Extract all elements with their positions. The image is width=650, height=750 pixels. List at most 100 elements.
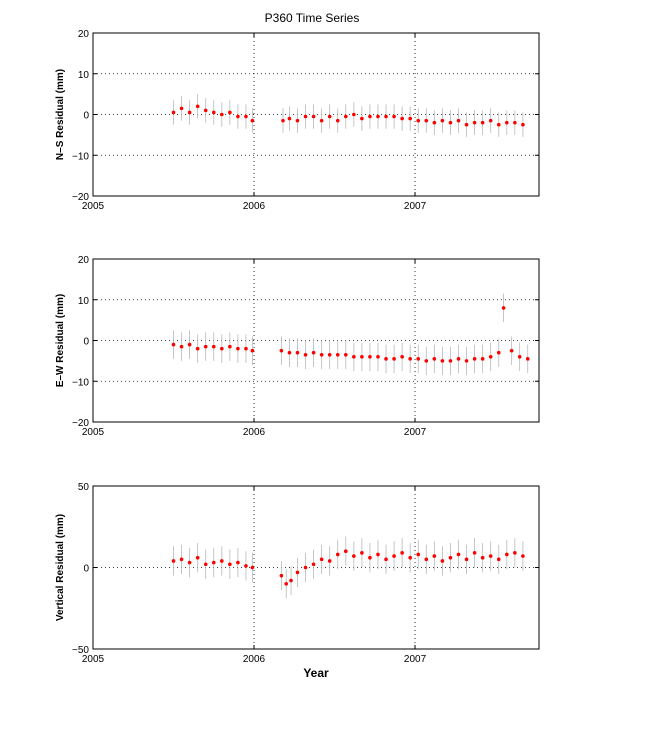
data-point — [343, 114, 348, 119]
data-point — [464, 122, 469, 127]
data-point — [432, 554, 437, 558]
y-tick-labels: −20 −10 0 10 20 — [72, 255, 89, 429]
grid-lines — [93, 259, 539, 422]
data-point — [424, 557, 429, 562]
tick-marks — [92, 32, 539, 197]
y-tick-label: 0 — [83, 337, 89, 348]
tick-marks — [92, 485, 539, 650]
data-point — [480, 120, 485, 125]
data-point — [424, 118, 429, 123]
data-point — [416, 118, 421, 123]
y-tick-label: 10 — [78, 296, 90, 307]
x-tick-label: 2005 — [82, 427, 105, 438]
data-point — [352, 355, 356, 359]
data-point — [525, 357, 530, 361]
data-point — [211, 344, 216, 349]
data-point — [319, 557, 324, 562]
data-point — [517, 355, 522, 359]
panel-ew: −20 −10 0 10 20 2005 2006 2007 E–W Residual (m… — [55, 255, 540, 438]
data-point — [311, 350, 316, 355]
data-point — [376, 552, 380, 557]
data-point — [343, 549, 348, 553]
y-tick-label: 50 — [78, 482, 90, 493]
data-point — [400, 551, 404, 555]
data-point — [440, 559, 445, 563]
data-point — [236, 560, 240, 565]
data-point — [211, 110, 216, 115]
data-point — [384, 357, 388, 361]
data-point — [171, 342, 176, 347]
data-point — [195, 104, 200, 109]
data-point — [236, 346, 240, 351]
y-tick-label: −10 — [72, 377, 89, 388]
y-tick-label: 10 — [78, 70, 90, 81]
data-point — [327, 114, 332, 119]
data-point — [360, 551, 364, 555]
data-point — [456, 118, 461, 123]
y-tick-label: 20 — [78, 29, 90, 40]
axes-box — [92, 485, 540, 650]
data-point — [244, 114, 248, 119]
data-point — [496, 122, 501, 127]
data-point — [220, 346, 224, 351]
data-point — [279, 573, 284, 578]
x-tick-label: 2005 — [82, 654, 105, 665]
data-point — [335, 352, 340, 357]
y-tick-label: 0 — [83, 111, 89, 122]
data-point — [408, 116, 412, 121]
data-point — [179, 106, 184, 111]
data-point — [187, 560, 192, 565]
data-point — [244, 564, 248, 568]
data-point — [416, 552, 421, 557]
x-tick-label: 2006 — [243, 654, 266, 665]
data-point — [303, 352, 308, 357]
data-point — [295, 350, 300, 355]
y-tick-label: −20 — [72, 192, 89, 203]
data-point — [195, 346, 200, 351]
data-point — [228, 344, 232, 349]
data-point — [408, 555, 412, 560]
data-point — [319, 118, 324, 123]
data-point — [480, 357, 485, 361]
data-point — [472, 120, 477, 125]
x-tick-labels: 2005 2006 2007 — [82, 427, 427, 438]
data-point — [289, 578, 293, 583]
data-point — [432, 357, 437, 361]
data-point — [203, 562, 208, 567]
data-point — [513, 551, 517, 555]
axes-box — [92, 258, 540, 423]
data-point — [360, 355, 364, 359]
data-point — [488, 118, 493, 123]
data-point — [392, 357, 396, 361]
panel-ns: −20 −10 0 10 20 2005 2006 2007 N–S Residual (m… — [55, 29, 540, 212]
x-tick-label: 2007 — [404, 654, 427, 665]
data-point — [440, 359, 445, 363]
data-point — [496, 350, 501, 355]
data-point — [408, 357, 412, 361]
grid-lines — [93, 33, 539, 196]
x-axis-label: Year — [303, 666, 329, 680]
y-tick-label: −20 — [72, 418, 89, 429]
data-point — [424, 359, 429, 363]
data-point — [448, 555, 453, 560]
data-point — [400, 355, 404, 359]
data-point — [311, 114, 316, 119]
data-point — [456, 552, 461, 557]
data-point — [352, 554, 356, 558]
data-point — [327, 352, 332, 357]
error-bars — [173, 94, 524, 137]
x-tick-label: 2007 — [404, 201, 427, 212]
data-point — [368, 355, 372, 359]
data-point — [250, 118, 255, 123]
y-tick-label: −50 — [72, 645, 89, 656]
y-tick-label: 20 — [78, 255, 90, 266]
axes-box — [92, 32, 540, 197]
data-point — [448, 359, 453, 363]
data-point — [509, 348, 514, 353]
data-point — [384, 557, 388, 562]
x-tick-label: 2006 — [243, 201, 266, 212]
data-point — [335, 118, 340, 123]
data-point — [521, 554, 525, 558]
data-point — [376, 355, 380, 359]
